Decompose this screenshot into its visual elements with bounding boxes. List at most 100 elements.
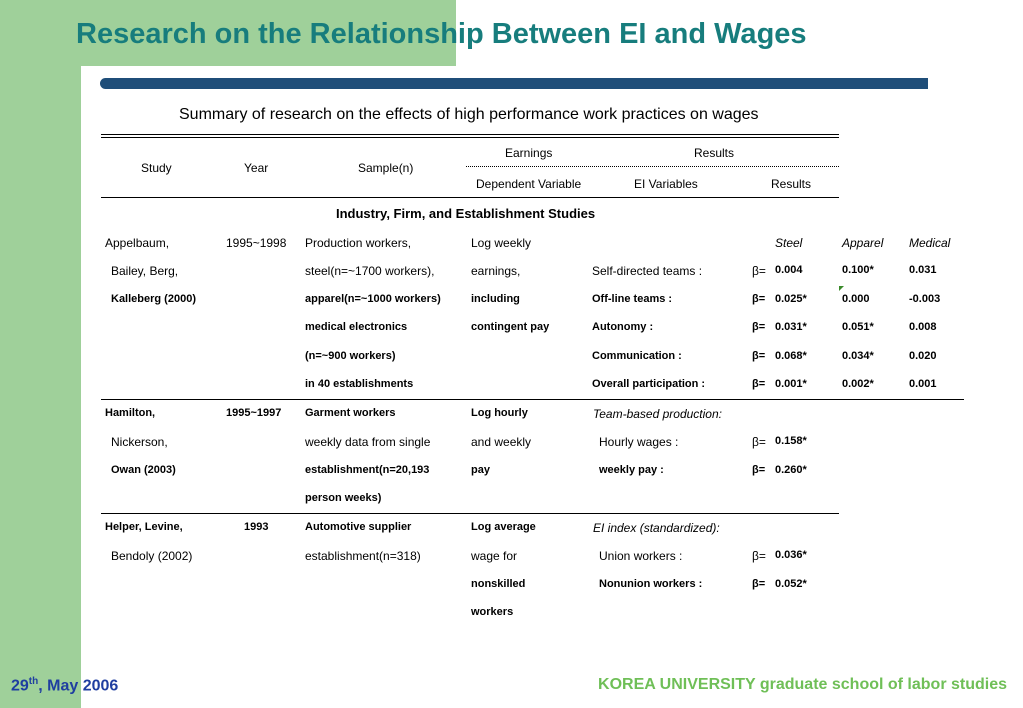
study1-steel-1: 0.004 (775, 264, 803, 276)
study1-medical-1: 0.031 (909, 264, 937, 276)
study1-sample-line4: medical electronics (305, 321, 408, 333)
table-top-rule (101, 134, 839, 135)
study1-var-3: Autonomy : (592, 321, 654, 333)
study1-medical-4: 0.020 (909, 350, 937, 362)
study2-study-line3: Owan (2003) (111, 464, 176, 476)
header-earnings: Earnings (505, 146, 553, 160)
study1-medical-3: 0.008 (909, 321, 937, 333)
footer-date-day: 29 (11, 677, 29, 695)
header-year: Year (244, 161, 269, 175)
study1-sample-line1: Production workers, (305, 236, 412, 250)
study1-beta-1: β= (752, 264, 766, 278)
header-bottom-rule (101, 197, 839, 198)
flag-marker (839, 286, 844, 291)
study2-dep-line1: Log hourly (471, 407, 528, 419)
sector-head-medical: Medical (909, 236, 951, 250)
study2-sample-line4: person weeks) (305, 492, 382, 504)
section-title: Industry, Firm, and Establishment Studie… (336, 206, 596, 221)
footer-organization: KOREA UNIVERSITY graduate school of labo… (598, 676, 1007, 693)
footer-date-suffix: th (28, 676, 39, 687)
study1-sample-line6: in 40 establishments (305, 378, 414, 390)
study2-dep-line2: and weekly (471, 435, 532, 449)
study1-apparel-5: 0.002* (842, 378, 874, 390)
header-ei-variables: EI Variables (634, 177, 698, 191)
sector-head-apparel: Apparel (842, 236, 884, 250)
study1-dep-line4: contingent pay (471, 321, 550, 333)
header-results-group: Results (694, 146, 735, 160)
study2-bottom-rule (101, 513, 839, 514)
study1-medical-5: 0.001 (909, 378, 937, 390)
study3-var-2: Nonunion workers : (599, 578, 703, 590)
study1-var-1: Self-directed teams : (592, 264, 703, 278)
header-dotted-rule (466, 166, 839, 167)
study1-var-2: Off-line teams : (592, 293, 673, 305)
study3-var-1: Union workers : (599, 549, 683, 563)
study2-beta-1: β= (752, 435, 766, 449)
study1-beta-2: β= (752, 293, 766, 305)
study1-beta-4: β= (752, 350, 766, 362)
study3-value-2: 0.052* (775, 578, 807, 590)
study2-sample-line1: Garment workers (305, 407, 396, 419)
study2-value-2: 0.260* (775, 464, 807, 476)
header-results: Results (771, 177, 812, 191)
study1-dep-line2: earnings, (471, 264, 521, 278)
study3-dep-line3: nonskilled (471, 578, 526, 590)
study1-var-4: Communication : (592, 350, 682, 362)
study2-study-line1: Hamilton, (105, 407, 156, 419)
study3-dep-line2: wage for (471, 549, 518, 563)
study1-sample-line2: steel(n=~1700 workers), (305, 264, 435, 278)
footer-date: 29th, May 2006 (11, 676, 118, 695)
top-green-band (0, 0, 456, 66)
table-top-rule-2 (101, 137, 839, 138)
study2-year: 1995~1997 (226, 407, 282, 419)
study3-beta-2: β= (752, 578, 766, 590)
study2-var-2: weekly pay : (599, 464, 664, 476)
study1-steel-5: 0.001* (775, 378, 807, 390)
header-study: Study (141, 161, 172, 175)
study3-study-line2: Bendoly (2002) (111, 549, 193, 563)
header-dependent-variable: Dependent Variable (476, 177, 582, 191)
study1-apparel-2: 0.000 (842, 293, 870, 305)
study3-year: 1993 (244, 521, 269, 533)
study1-bottom-rule (101, 399, 964, 400)
study1-sample-line5: (n=~900 workers) (305, 350, 396, 362)
study1-apparel-4: 0.034* (842, 350, 874, 362)
study3-value-1: 0.036* (775, 549, 807, 561)
study2-value-1: 0.158* (775, 435, 807, 447)
study1-apparel-3: 0.051* (842, 321, 874, 333)
study3-dep-line1: Log average (471, 521, 536, 533)
study3-dep-line4: workers (471, 606, 514, 618)
table-caption: Summary of research on the effects of hi… (179, 106, 759, 123)
study3-group-label: EI index (standardized): (593, 521, 720, 535)
study3-sample-line1: Automotive supplier (305, 521, 412, 533)
study2-dep-line3: pay (471, 464, 490, 476)
study1-medical-2: -0.003 (909, 293, 941, 305)
study1-beta-3: β= (752, 321, 766, 333)
title-divider-bar (100, 78, 928, 89)
study1-dep-line3: including (471, 293, 520, 305)
left-green-band (0, 0, 81, 708)
study3-study-line1: Helper, Levine, (105, 521, 183, 533)
study1-study-line1: Appelbaum, (105, 236, 170, 250)
study2-var-1: Hourly wages : (599, 435, 679, 449)
slide-title: Research on the Relationship Between EI … (76, 18, 807, 50)
study3-beta-1: β= (752, 549, 766, 563)
study2-beta-2: β= (752, 464, 766, 476)
study1-steel-2: 0.025* (775, 293, 807, 305)
study3-sample-line2: establishment(n=318) (305, 549, 421, 563)
study1-steel-4: 0.068* (775, 350, 807, 362)
study1-apparel-1: 0.100* (842, 264, 874, 276)
study1-year: 1995~1998 (226, 236, 287, 250)
study1-steel-3: 0.031* (775, 321, 807, 333)
study1-sample-line3: apparel(n=~1000 workers) (305, 293, 441, 305)
study1-dep-line1: Log weekly (471, 236, 532, 250)
study1-var-5: Overall participation : (592, 378, 706, 390)
content-panel (81, 66, 1023, 708)
study2-study-line2: Nickerson, (111, 435, 168, 449)
sector-head-steel: Steel (775, 236, 803, 250)
study2-sample-line3: establishment(n=20,193 (305, 464, 430, 476)
study2-group-label: Team-based production: (593, 407, 722, 421)
study1-study-line3: Kalleberg (2000) (111, 293, 196, 305)
study2-sample-line2: weekly data from single (305, 435, 431, 449)
study1-study-line2: Bailey, Berg, (111, 264, 179, 278)
